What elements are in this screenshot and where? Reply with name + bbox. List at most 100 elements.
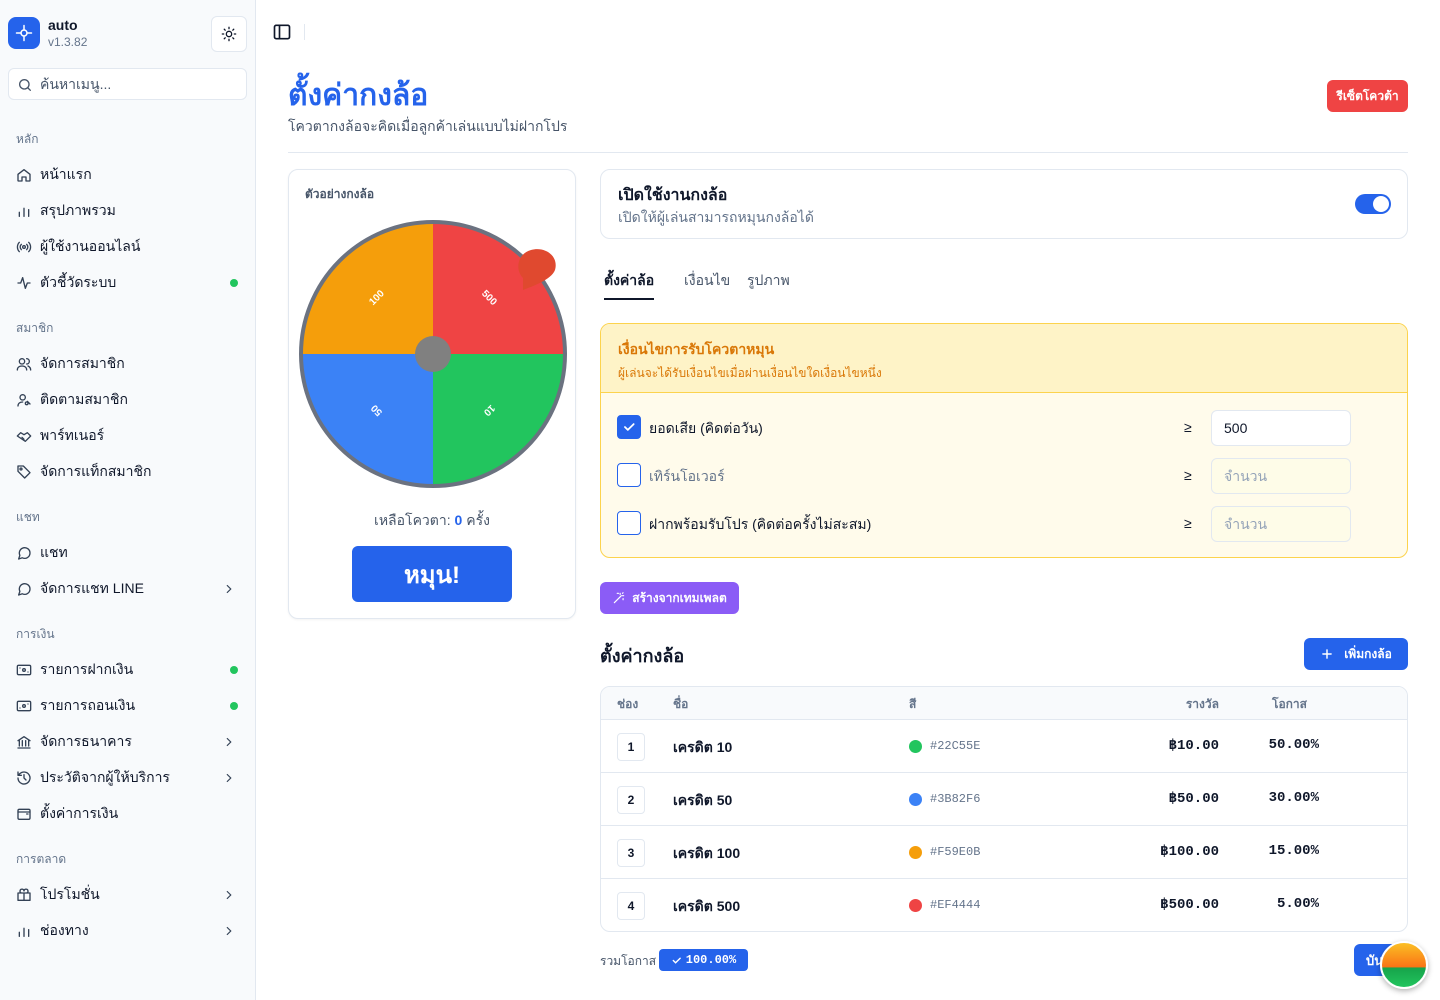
sidebar-item[interactable]: ช่องทาง [8, 915, 248, 947]
sidebar-item[interactable]: ตั้งค่าการเงิน [8, 798, 248, 830]
sidebar-item-label: หน้าแรก [40, 166, 92, 182]
bank-icon [16, 734, 32, 750]
table-header: ช่อง ชื่อ สี รางวัล โอกาส [601, 687, 1407, 720]
user-search-icon [16, 392, 32, 408]
sidebar-item[interactable]: รายการฝากเงิน [8, 654, 248, 686]
promo-icon [16, 887, 32, 903]
color-swatch [909, 899, 922, 912]
total-chance-label: รวมโอกาส [600, 954, 657, 968]
reset-quota-button[interactable]: รีเซ็ตโควต้า [1327, 80, 1408, 112]
deposit-promo-checkbox[interactable] [617, 511, 641, 535]
spin-button[interactable]: หมุน! [352, 546, 512, 602]
tag-icon [16, 464, 32, 480]
sidebar-item-label: จัดการธนาคาร [40, 733, 132, 749]
tab-images[interactable]: รูปภาพ [747, 272, 790, 288]
sidebar-section-title: การเงิน [16, 627, 55, 641]
remaining-prefix: เหลือโควตา: [374, 512, 451, 528]
wallet-icon [16, 806, 32, 822]
sidebar-item[interactable]: ติดตามสมาชิก [8, 384, 248, 416]
condition-row-loss: ยอดเสีย (คิดต่อวัน) ≥ [601, 410, 1407, 446]
tab-conditions[interactable]: เงื่อนไข [684, 272, 731, 288]
sidebar-section-title: หลัก [16, 132, 39, 146]
page-subtitle: โควตากงล้อจะคิดเมื่อลูกค้าเล่นแบบไม่ฝากโ… [288, 118, 568, 134]
enable-wheel-card: เปิดใช้งานกงล้อ เปิดให้ผู้เล่นสามารถหมุน… [600, 169, 1408, 239]
table-row[interactable]: 3 เครดิต 100 #F59E0B ฿100.00 15.00% [601, 826, 1407, 879]
sidebar-item[interactable]: ผู้ใช้งานออนไลน์ [8, 231, 248, 263]
turnover-checkbox[interactable] [617, 463, 641, 487]
color-hex: #3B82F6 [930, 792, 981, 806]
sun-icon [221, 26, 237, 42]
sidebar-item[interactable]: จัดการสมาชิก [8, 348, 248, 380]
sidebar-item-label: ติดตามสมาชิก [40, 391, 128, 407]
conditions-card: เงื่อนไขการรับโควตาหมุน ผู้เล่นจะได้รับเ… [600, 323, 1408, 558]
support-chat-avatar[interactable] [1380, 941, 1428, 989]
menu-search [8, 68, 247, 100]
chat-icon [16, 545, 32, 561]
sidebar-item-label: ช่องทาง [40, 922, 89, 938]
turnover-label: เทิร์นโอเวอร์ [649, 468, 725, 484]
search-input[interactable] [40, 69, 240, 99]
loss-checkbox[interactable] [617, 415, 641, 439]
sidebar-item[interactable]: ประวัติจากผู้ให้บริการ [8, 762, 248, 794]
sidebar-section-title: การตลาด [16, 852, 67, 866]
sidebar-item[interactable]: สรุปภาพรวม [8, 195, 248, 227]
slot-number: 2 [617, 786, 645, 814]
add-wheel-button[interactable]: เพิ่มกงล้อ [1304, 638, 1408, 670]
wheel-rim [299, 220, 567, 488]
sidebar-item-label: ผู้ใช้งานออนไลน์ [40, 238, 141, 254]
prize-chance: 30.00% [1268, 790, 1319, 806]
check-icon [672, 957, 681, 964]
app-version: v1.3.82 [48, 35, 88, 49]
deposit-promo-amount-input[interactable] [1211, 506, 1351, 542]
color-swatch [909, 846, 922, 859]
wheel-pointer [518, 249, 556, 290]
activity-icon [16, 275, 32, 291]
sidebar-item-label: จัดการแชท LINE [40, 580, 144, 596]
gte-symbol: ≥ [1184, 467, 1192, 483]
chevron-right-icon [222, 888, 236, 902]
search-icon [19, 79, 31, 91]
sidebar-item[interactable]: แชท [8, 537, 248, 569]
sidebar-item-label: โปรโมชั่น [40, 886, 100, 902]
loss-amount-input[interactable] [1211, 410, 1351, 446]
sidebar-item[interactable]: จัดการแท็กสมาชิก [8, 456, 248, 488]
sidebar-item[interactable]: หน้าแรก [8, 159, 248, 191]
chat-icon [16, 581, 32, 597]
wheel-segment [301, 222, 433, 354]
sidebar-item[interactable]: จัดการธนาคาร [8, 726, 248, 758]
sidebar-item[interactable]: ตัวชี้วัดระบบ [8, 267, 248, 299]
table-row[interactable]: 2 เครดิต 50 #3B82F6 ฿50.00 30.00% [601, 773, 1407, 826]
topbar-divider [304, 24, 305, 40]
wheel-segment [433, 222, 565, 354]
sidebar-item-label: สรุปภาพรวม [40, 202, 116, 218]
withdraw-icon [16, 698, 32, 714]
create-from-template-button[interactable]: สร้างจากเทมเพลต [600, 582, 739, 614]
enable-switch[interactable] [1355, 194, 1391, 214]
condition-row-turnover: เทิร์นโอเวอร์ ≥ [601, 458, 1407, 494]
enable-subtitle: เปิดให้ผู้เล่นสามารถหมุนกงล้อได้ [618, 209, 814, 225]
tab-wheel-settings[interactable]: ตั้งค่าล้อ [604, 270, 655, 300]
home-icon [16, 167, 32, 183]
prize-name: เครดิต 10 [673, 739, 733, 755]
col-name: ชื่อ [673, 697, 689, 711]
color-hex: #F59E0B [930, 845, 981, 859]
col-color: สี [909, 697, 917, 711]
prize-chance: 15.00% [1268, 843, 1319, 859]
sidebar-item[interactable]: โปรโมชั่น [8, 879, 248, 911]
conditions-subtitle: ผู้เล่นจะได้รับเงื่อนไขเมื่อผ่านเงื่อนไข… [618, 366, 882, 380]
table-row[interactable]: 4 เครดิต 500 #EF4444 ฿500.00 5.00% [601, 879, 1407, 931]
table-row[interactable]: 1 เครดิต 10 #22C55E ฿10.00 50.00% [601, 720, 1407, 773]
wheel-settings-title: ตั้งค่ากงล้อ [600, 646, 685, 666]
turnover-amount-input[interactable] [1211, 458, 1351, 494]
wheel-segment [301, 354, 433, 486]
theme-toggle-button[interactable] [211, 16, 247, 52]
slot-number: 3 [617, 839, 645, 867]
sidebar-item-label: จัดการแท็กสมาชิก [40, 463, 152, 479]
sidebar-item[interactable]: จัดการแชท LINE [8, 573, 248, 605]
sidebar-item[interactable]: พาร์ทเนอร์ [8, 420, 248, 452]
switch-knob [1373, 196, 1389, 212]
sidebar-toggle-button[interactable] [272, 22, 292, 42]
color-hex: #22C55E [930, 739, 981, 753]
sidebar-item[interactable]: รายการถอนเงิน [8, 690, 248, 722]
